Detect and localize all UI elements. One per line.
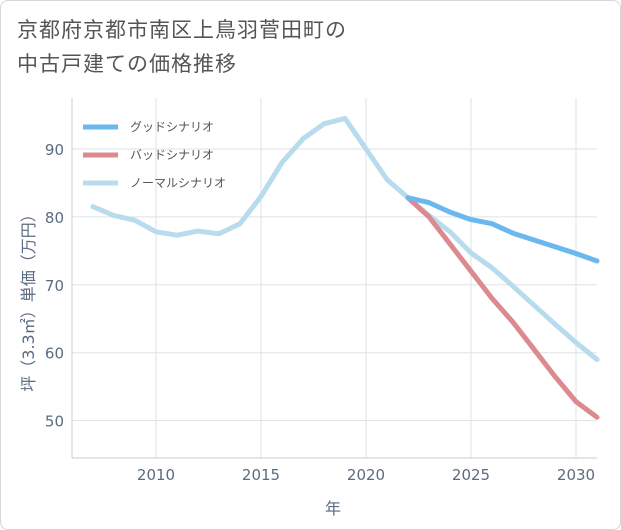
legend-label-1: バッドシナリオ <box>130 148 214 162</box>
y-axis-title: 坪（3.3㎡）単価（万円） <box>19 206 38 391</box>
x-tick-label: 2020 <box>347 466 385 484</box>
series-line-1 <box>405 195 600 420</box>
axes <box>71 98 597 459</box>
x-tick-label: 2015 <box>242 466 280 484</box>
x-tick-labels: 2010 2015 2020 2025 2030 <box>137 466 595 484</box>
x-axis-title: 年 <box>325 499 341 518</box>
y-tick-label: 80 <box>45 209 64 227</box>
title-line-1: 京都府京都市南区上鳥羽菅田町の <box>17 18 347 42</box>
y-tick-label: 60 <box>45 345 64 363</box>
y-tick-label: 70 <box>45 277 64 295</box>
x-tick-label: 2010 <box>137 466 175 484</box>
series-line-0 <box>405 195 600 264</box>
legend-label-2: ノーマルシナリオ <box>130 176 226 190</box>
chart-title: 京都府京都市南区上鳥羽菅田町の 中古戸建ての価格推移 <box>17 13 347 81</box>
series-lines <box>90 115 600 420</box>
x-tick-label: 2025 <box>452 466 490 484</box>
title-line-2: 中古戸建ての価格推移 <box>17 52 237 76</box>
series-line-2 <box>90 115 600 362</box>
legend-label-0: グッドシナリオ <box>130 120 214 134</box>
x-tick-label: 2030 <box>557 466 595 484</box>
y-tick-labels: 50 60 70 80 90 <box>45 141 64 431</box>
y-tick-label: 90 <box>45 141 64 159</box>
y-tick-label: 50 <box>45 413 64 431</box>
